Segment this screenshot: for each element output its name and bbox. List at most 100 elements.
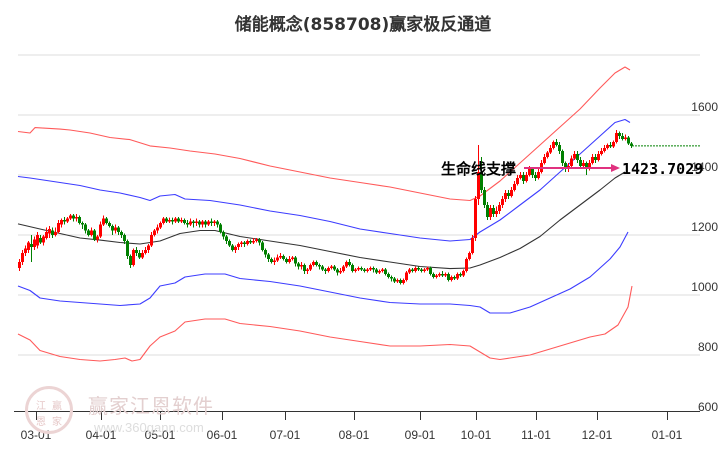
candle-body (159, 223, 162, 228)
candle-body (543, 157, 546, 163)
candle-body (138, 253, 141, 258)
candle-body (549, 148, 552, 153)
y-tick-label: 600 (697, 400, 718, 414)
x-tick-label: 12-01 (581, 428, 613, 442)
chart-title: 储能概念(858708)赢家极反通道 (234, 15, 492, 35)
candle-body (309, 265, 312, 270)
candle-body (570, 158, 573, 166)
candle-body (60, 220, 63, 225)
candle-body (33, 239, 36, 247)
candle-body (360, 268, 363, 270)
candle-body (303, 265, 306, 271)
candle-body (282, 256, 285, 259)
candle-body (216, 221, 219, 225)
candle-body (18, 262, 21, 268)
candle-body (624, 137, 627, 139)
x-tick-label: 06-01 (206, 428, 238, 442)
band-line-mid (17, 171, 626, 270)
candle-body (402, 280, 405, 283)
candle-body (240, 242, 243, 244)
candle-body (369, 268, 372, 270)
x-tick-label: 05-01 (144, 428, 176, 442)
band-line-inner_lower (17, 231, 629, 314)
candle-body (348, 262, 351, 265)
candle-body (522, 175, 525, 181)
candle-body (54, 232, 57, 235)
candle-body (420, 269, 423, 271)
candle-body (408, 269, 411, 273)
candle-body (342, 266, 345, 271)
candle-body (300, 265, 303, 267)
candle-body (198, 221, 201, 225)
candle-body (609, 145, 612, 147)
candle-body (537, 172, 540, 178)
candle-body (195, 221, 198, 223)
candle-body (414, 268, 417, 271)
candle-body (390, 277, 393, 279)
candle-body (450, 277, 453, 280)
candle-body (249, 241, 252, 243)
candle-body (600, 151, 603, 154)
candle-body (147, 245, 150, 250)
candle-body (114, 227, 117, 231)
candle-body (561, 151, 564, 163)
candle-body (93, 230, 96, 240)
candle-body (354, 269, 357, 271)
candle-body (483, 190, 486, 205)
candle-body (108, 223, 111, 226)
candle-body (501, 199, 504, 205)
candle-body (144, 250, 147, 253)
watermark-logo-char: 江 (36, 401, 46, 412)
candle-body (264, 250, 267, 255)
candle-body (558, 145, 561, 151)
candle-body (135, 250, 138, 253)
watermark-brand: 赢家江恩软件 (88, 394, 214, 418)
x-tick-label: 10-01 (460, 428, 492, 442)
candle-body (330, 266, 333, 268)
watermark-url: www.360gann.com (94, 420, 204, 435)
candle-body (372, 268, 375, 270)
candle-body (417, 268, 420, 270)
candle-body (150, 235, 153, 246)
candle-body (378, 271, 381, 273)
candle-body (90, 230, 93, 235)
candle-body (615, 133, 618, 142)
candle-body (405, 272, 408, 280)
candle-body (246, 241, 249, 244)
candle-body (105, 218, 108, 223)
candle-body (525, 175, 528, 181)
candle-body (213, 221, 216, 223)
watermark-logo-char: 赢 (52, 401, 62, 412)
x-tick-label: 01-01 (651, 428, 683, 442)
candle-body (258, 239, 261, 243)
y-tick-label: 1400 (691, 160, 718, 174)
candle-body (462, 271, 465, 276)
candle-body (384, 269, 387, 274)
candle-body (162, 218, 165, 223)
candle-body (102, 218, 105, 225)
candle-body (597, 154, 600, 160)
candle-body (528, 169, 531, 175)
x-tick-label: 07-01 (269, 428, 301, 442)
candle-body (582, 163, 585, 166)
candle-body (30, 244, 33, 247)
candle-body (84, 224, 87, 231)
candle-body (489, 208, 492, 217)
watermark-logo-icon: 江 赢 恩 家 (25, 386, 73, 434)
candle-body (441, 274, 444, 276)
candle-body (48, 229, 51, 234)
candle-body (606, 145, 609, 148)
candle-body (315, 262, 318, 265)
candle-body (21, 253, 24, 262)
candle-body (519, 175, 522, 178)
candle-body (504, 193, 507, 199)
candle-body (396, 280, 399, 282)
candle-body (498, 205, 501, 211)
candle-body (630, 143, 633, 146)
candle-body (174, 218, 177, 222)
support-annotation-value: 1423.7029 (622, 160, 704, 178)
candle-body (480, 172, 483, 190)
candle-body (585, 163, 588, 169)
candle-body (510, 190, 513, 196)
